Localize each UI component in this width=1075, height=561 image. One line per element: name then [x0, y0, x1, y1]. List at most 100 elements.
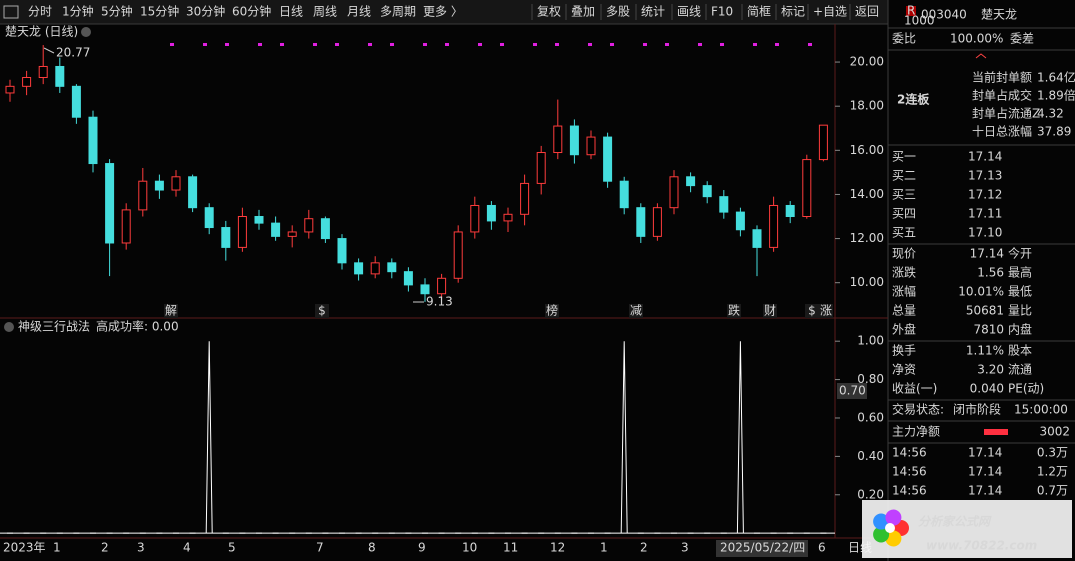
toolbar-button[interactable]: 简框 — [747, 5, 771, 19]
event-box — [727, 304, 741, 318]
toolbar-button[interactable]: 周线 — [313, 5, 337, 19]
y-tick-label: 12.00 — [850, 231, 884, 245]
toolbar-button[interactable]: 叠加 — [571, 5, 595, 19]
event-marker: 财 — [764, 304, 776, 318]
bid-label: 买一 — [892, 150, 916, 164]
bid-price: 17.12 — [968, 188, 1002, 202]
toolbar-button[interactable]: 月线 — [347, 5, 371, 19]
y-tick-label: 16.00 — [850, 143, 884, 157]
signal-dot — [533, 43, 537, 46]
toolbar-button[interactable]: 30分钟 — [186, 4, 225, 19]
quote-label: 现价 — [892, 247, 916, 261]
candle-body — [38, 65, 48, 79]
stock-name: 楚天龙 — [981, 8, 1017, 22]
candle-body — [403, 271, 413, 286]
tick-time: 14:56 — [892, 446, 927, 460]
toolbar-button[interactable]: +自选 — [813, 5, 847, 19]
toolbar-button[interactable]: 返回 — [855, 5, 879, 19]
candle-body — [354, 262, 364, 275]
event-marker: $ — [318, 304, 326, 318]
x-tick-label: 11 — [503, 541, 518, 555]
candle-body — [71, 85, 81, 118]
spike — [205, 341, 213, 534]
toolbar-button[interactable]: 复权 — [537, 5, 561, 19]
signal-dot — [313, 43, 317, 46]
event-box — [164, 304, 178, 318]
quote-label: PE(动) — [1008, 382, 1044, 396]
signal-dot — [808, 43, 812, 46]
high-label: 20.77 — [56, 46, 90, 60]
event-marker: 减 — [630, 304, 642, 318]
toolbar-button[interactable]: 多周期 — [380, 5, 416, 19]
toolbar-button[interactable]: 60分钟 — [232, 4, 271, 19]
y-tick-label: 1.00 — [857, 334, 884, 348]
y-tick-label: 10.00 — [850, 275, 884, 289]
signal-dot — [698, 43, 702, 46]
toolbar-button[interactable]: 1分钟 — [62, 4, 94, 19]
streak-label: 2连板 — [897, 92, 930, 107]
toolbar-button[interactable]: 日线 — [279, 5, 303, 19]
signal-dot — [500, 43, 504, 46]
bid-label: 买三 — [892, 188, 916, 202]
tick-volume: 1.2万 — [1037, 465, 1068, 479]
event-marker: 跌 — [728, 303, 740, 318]
candle-body — [221, 227, 231, 248]
seal-value: 37.89 — [1037, 125, 1071, 139]
quote-label: 收益(一) — [892, 382, 937, 396]
badge — [906, 6, 916, 16]
indicator-subtitle: 高成功率: 0.00 — [96, 319, 179, 334]
candle-body — [320, 218, 330, 240]
bid-price: 17.10 — [968, 226, 1002, 240]
toolbar-button[interactable]: 画线 — [677, 5, 701, 19]
x-tick-label: 4 — [183, 541, 191, 555]
chart-title: 楚天龙 (日线) — [5, 25, 78, 39]
candle-body — [652, 207, 662, 237]
candle-body — [437, 277, 447, 295]
bid-label: 买四 — [892, 207, 916, 221]
bid-label: 买五 — [892, 226, 916, 240]
badge: R — [907, 4, 915, 18]
toolbar-button[interactable]: 5分钟 — [101, 4, 133, 19]
logo-petal — [873, 513, 890, 530]
toolbar-button[interactable]: 更多 〉 — [423, 5, 463, 19]
quote-value: 1.11% — [966, 344, 1004, 358]
candle-body — [785, 204, 795, 218]
signal-dot — [610, 43, 614, 46]
x-tick-label: 2 — [640, 541, 648, 555]
stock-code: 003040 — [921, 8, 967, 22]
quote-value: 50681 — [966, 304, 1004, 318]
toolbar-button[interactable]: F10 — [711, 5, 733, 19]
toolbar-button[interactable]: 15分钟 — [140, 4, 179, 19]
spike — [620, 341, 628, 534]
candle-body — [669, 176, 679, 209]
signal-dot — [753, 43, 757, 46]
candle-body — [254, 216, 264, 224]
signal-dot — [555, 43, 559, 46]
signal-dot — [720, 43, 724, 46]
candle-body — [503, 213, 513, 222]
tick-volume: 0.3万 — [1037, 446, 1068, 460]
x-tick-label: 10 — [462, 541, 477, 555]
toolbar-button[interactable]: 统计 — [641, 5, 665, 19]
quote-label: 流通 — [1008, 363, 1032, 377]
toolbar-button[interactable]: 多股 — [606, 5, 630, 19]
low-label: 9.13 — [426, 295, 453, 309]
candle-body — [486, 204, 496, 222]
candle-body — [802, 159, 812, 218]
signal-dot — [643, 43, 647, 46]
signal-dot — [225, 43, 229, 46]
candle-body — [818, 124, 828, 161]
quote-value: 1.56 — [977, 266, 1004, 280]
status-time: 15:00:00 — [1014, 403, 1068, 417]
bid-price: 17.13 — [968, 169, 1002, 183]
toolbar-button[interactable]: 分时 — [28, 5, 52, 19]
quote-label: 内盘 — [1008, 322, 1032, 337]
quote-label: 最低 — [1008, 285, 1032, 299]
toolbar-button[interactable]: 标记 — [781, 5, 805, 19]
candle-body — [304, 218, 314, 233]
quote-label: 量比 — [1008, 304, 1032, 318]
collapse-icon — [975, 53, 987, 59]
quote-value: 3.20 — [977, 363, 1004, 377]
seal-label: 当前封单额 — [972, 70, 1032, 85]
